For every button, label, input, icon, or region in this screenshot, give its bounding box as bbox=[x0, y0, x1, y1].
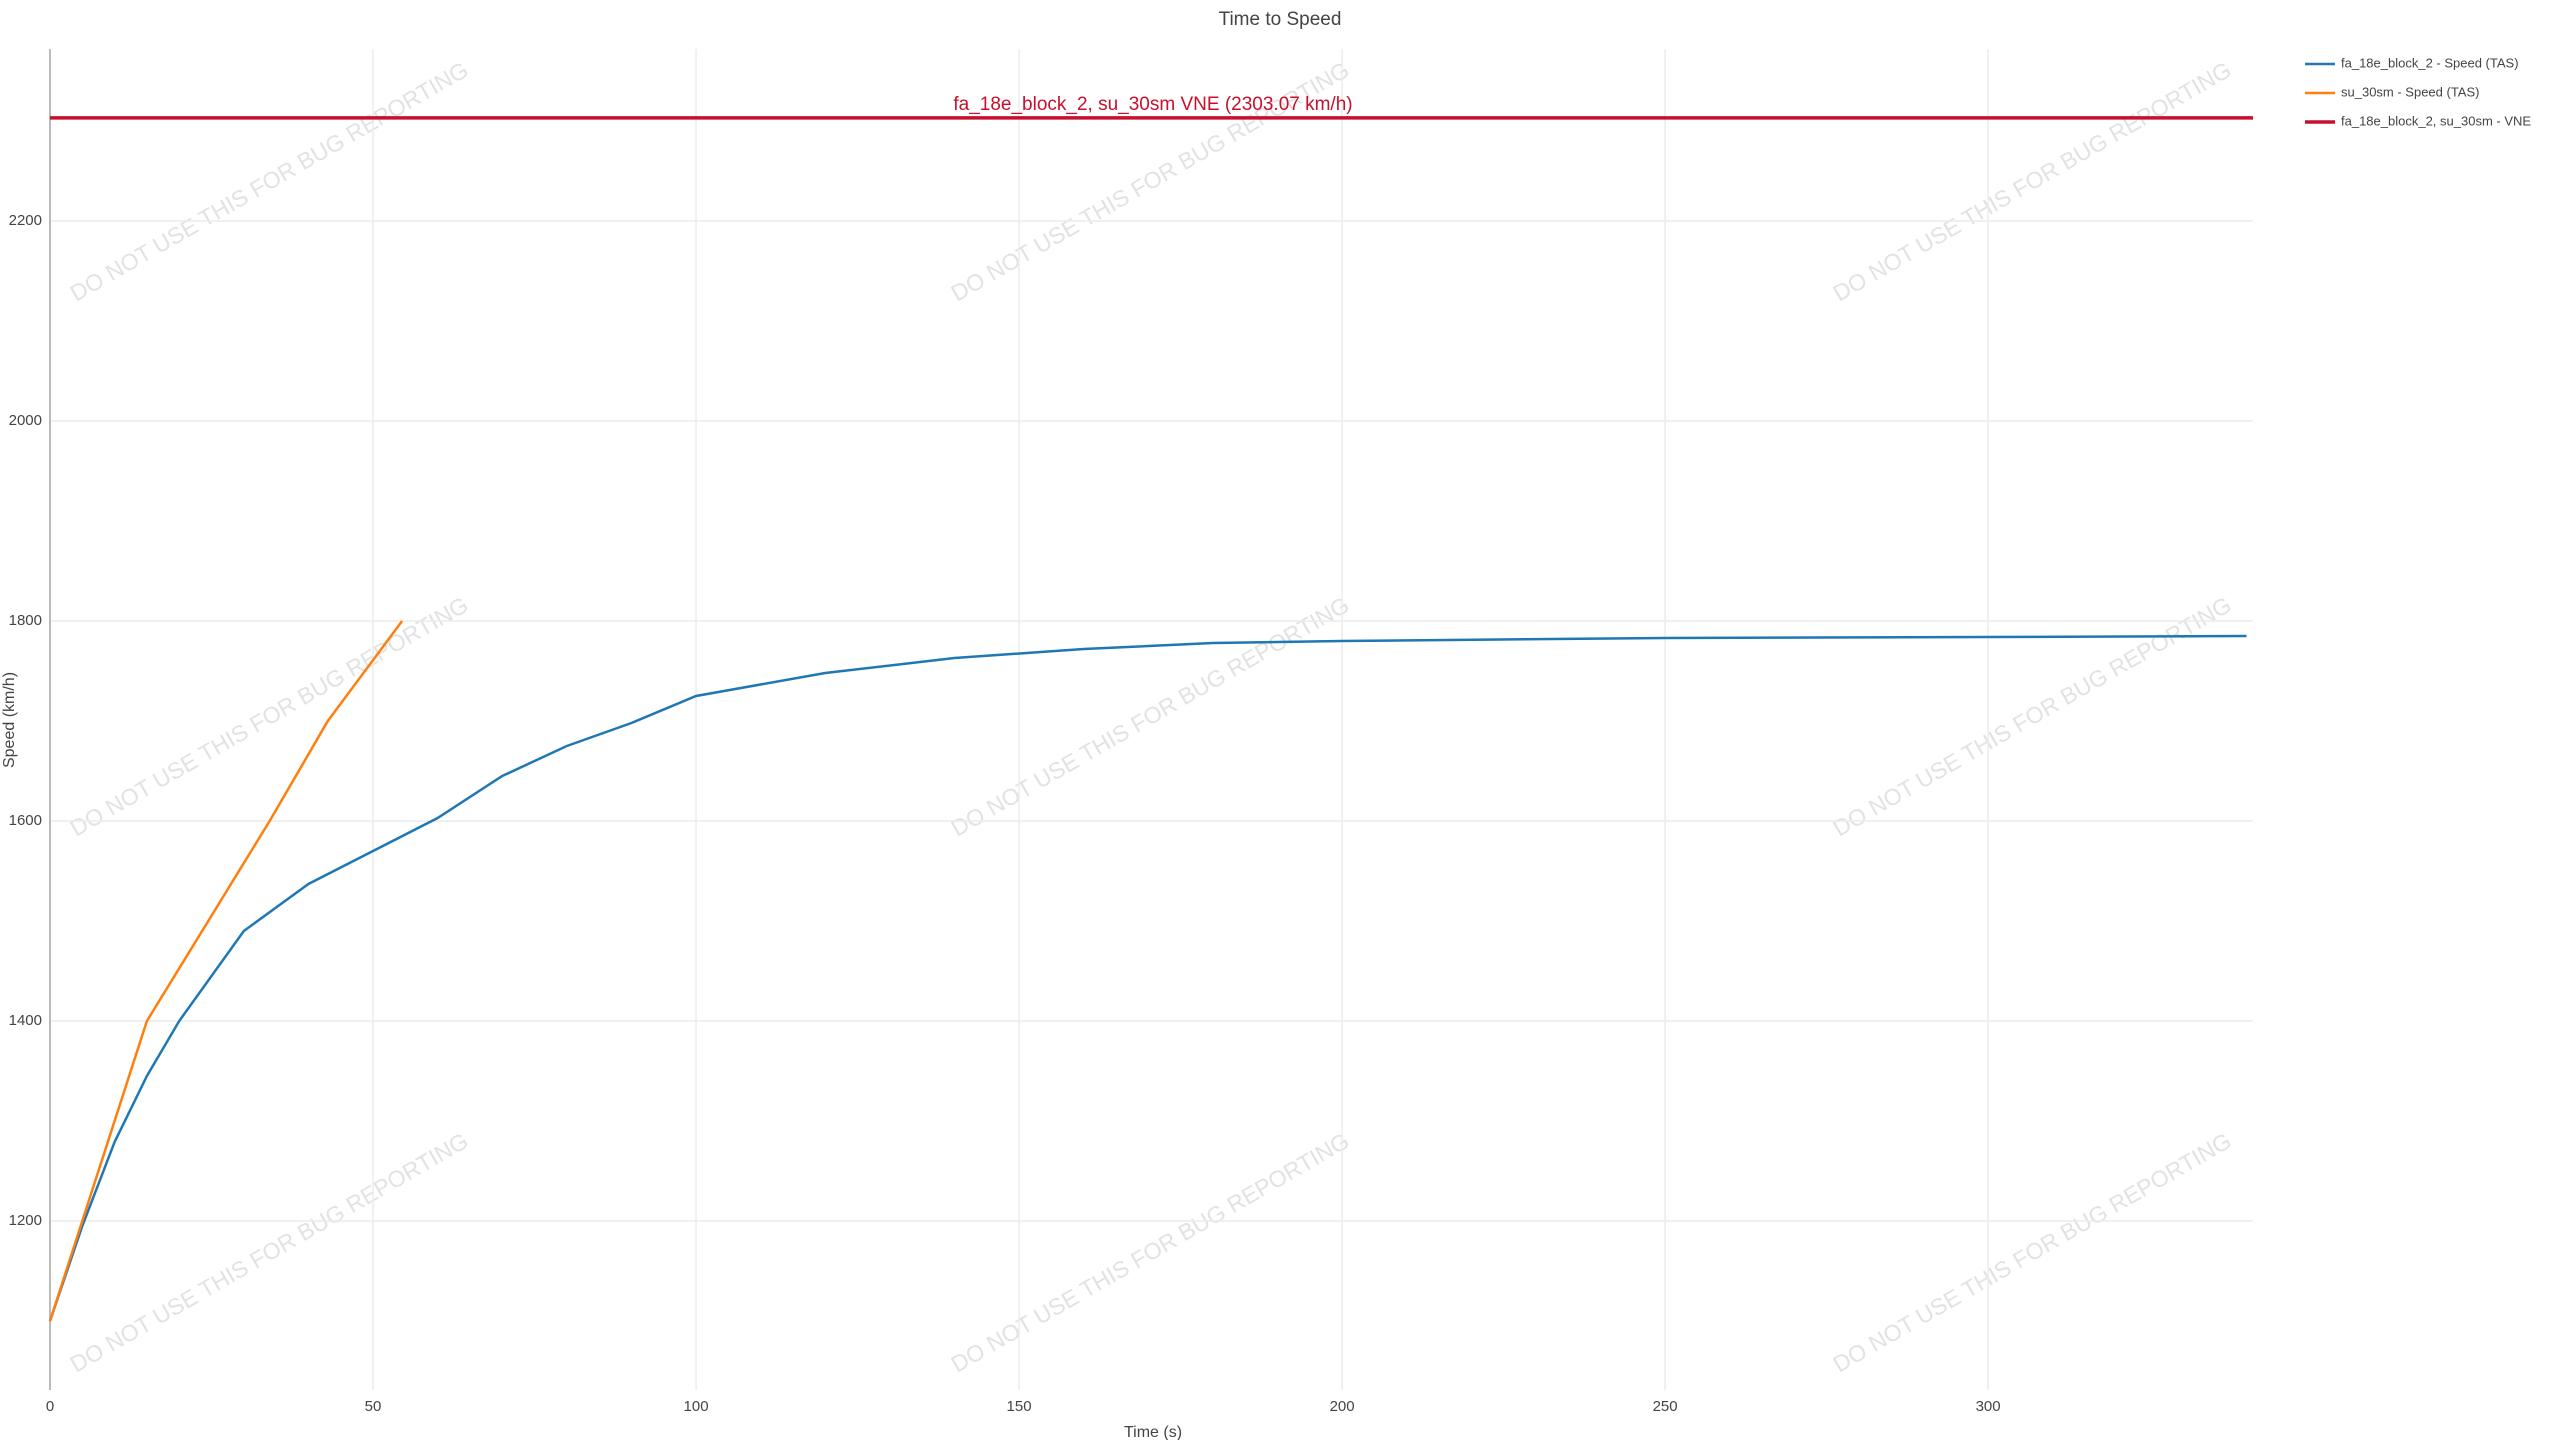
y-tick-label: 1200 bbox=[9, 1212, 42, 1229]
x-tick-label: 100 bbox=[684, 1398, 709, 1415]
series-line bbox=[48, 634, 2247, 1322]
watermark: DO NOT USE THIS FOR BUG REPORTING bbox=[1829, 1127, 2236, 1377]
watermark: DO NOT USE THIS FOR BUG REPORTING bbox=[1829, 591, 2236, 841]
x-tick-label: 250 bbox=[1653, 1398, 1678, 1415]
x-tick-label: 150 bbox=[1007, 1398, 1032, 1415]
chart-title: Time to Speed bbox=[1219, 9, 1342, 30]
y-axis-title: Speed (km/h) bbox=[1, 672, 18, 768]
vne-annotation: fa_18e_block_2, su_30sm VNE (2303.07 km/… bbox=[953, 94, 1352, 115]
watermark: DO NOT USE THIS FOR BUG REPORTING bbox=[66, 56, 473, 306]
x-axis-title: Time (s) bbox=[1124, 1424, 1182, 1440]
watermark: DO NOT USE THIS FOR BUG REPORTING bbox=[66, 591, 473, 841]
legend-label: fa_18e_block_2, su_30sm - VNE bbox=[2341, 113, 2531, 128]
watermark: DO NOT USE THIS FOR BUG REPORTING bbox=[66, 1127, 473, 1377]
series-line bbox=[48, 620, 404, 1322]
legend-item[interactable]: su_30sm - Speed (TAS) bbox=[2305, 84, 2479, 99]
watermark: DO NOT USE THIS FOR BUG REPORTING bbox=[947, 1127, 1354, 1377]
y-tick-label: 1600 bbox=[9, 812, 42, 829]
y-tick-label: 1800 bbox=[9, 612, 42, 629]
x-tick-label: 50 bbox=[365, 1398, 382, 1415]
watermark: DO NOT USE THIS FOR BUG REPORTING bbox=[947, 591, 1354, 841]
legend-item[interactable]: fa_18e_block_2, su_30sm - VNE bbox=[2305, 113, 2531, 128]
x-tick-label: 0 bbox=[46, 1398, 54, 1415]
legend-item[interactable]: fa_18e_block_2 - Speed (TAS) bbox=[2305, 55, 2519, 70]
legend-label: fa_18e_block_2 - Speed (TAS) bbox=[2341, 55, 2519, 70]
legend-label: su_30sm - Speed (TAS) bbox=[2341, 84, 2479, 99]
watermark: DO NOT USE THIS FOR BUG REPORTING bbox=[1829, 56, 2236, 306]
x-tick-label: 200 bbox=[1330, 1398, 1355, 1415]
x-tick-label: 300 bbox=[1976, 1398, 2001, 1415]
y-tick-label: 2200 bbox=[9, 212, 42, 229]
y-tick-label: 1400 bbox=[9, 1012, 42, 1029]
y-tick-label: 2000 bbox=[9, 412, 42, 429]
